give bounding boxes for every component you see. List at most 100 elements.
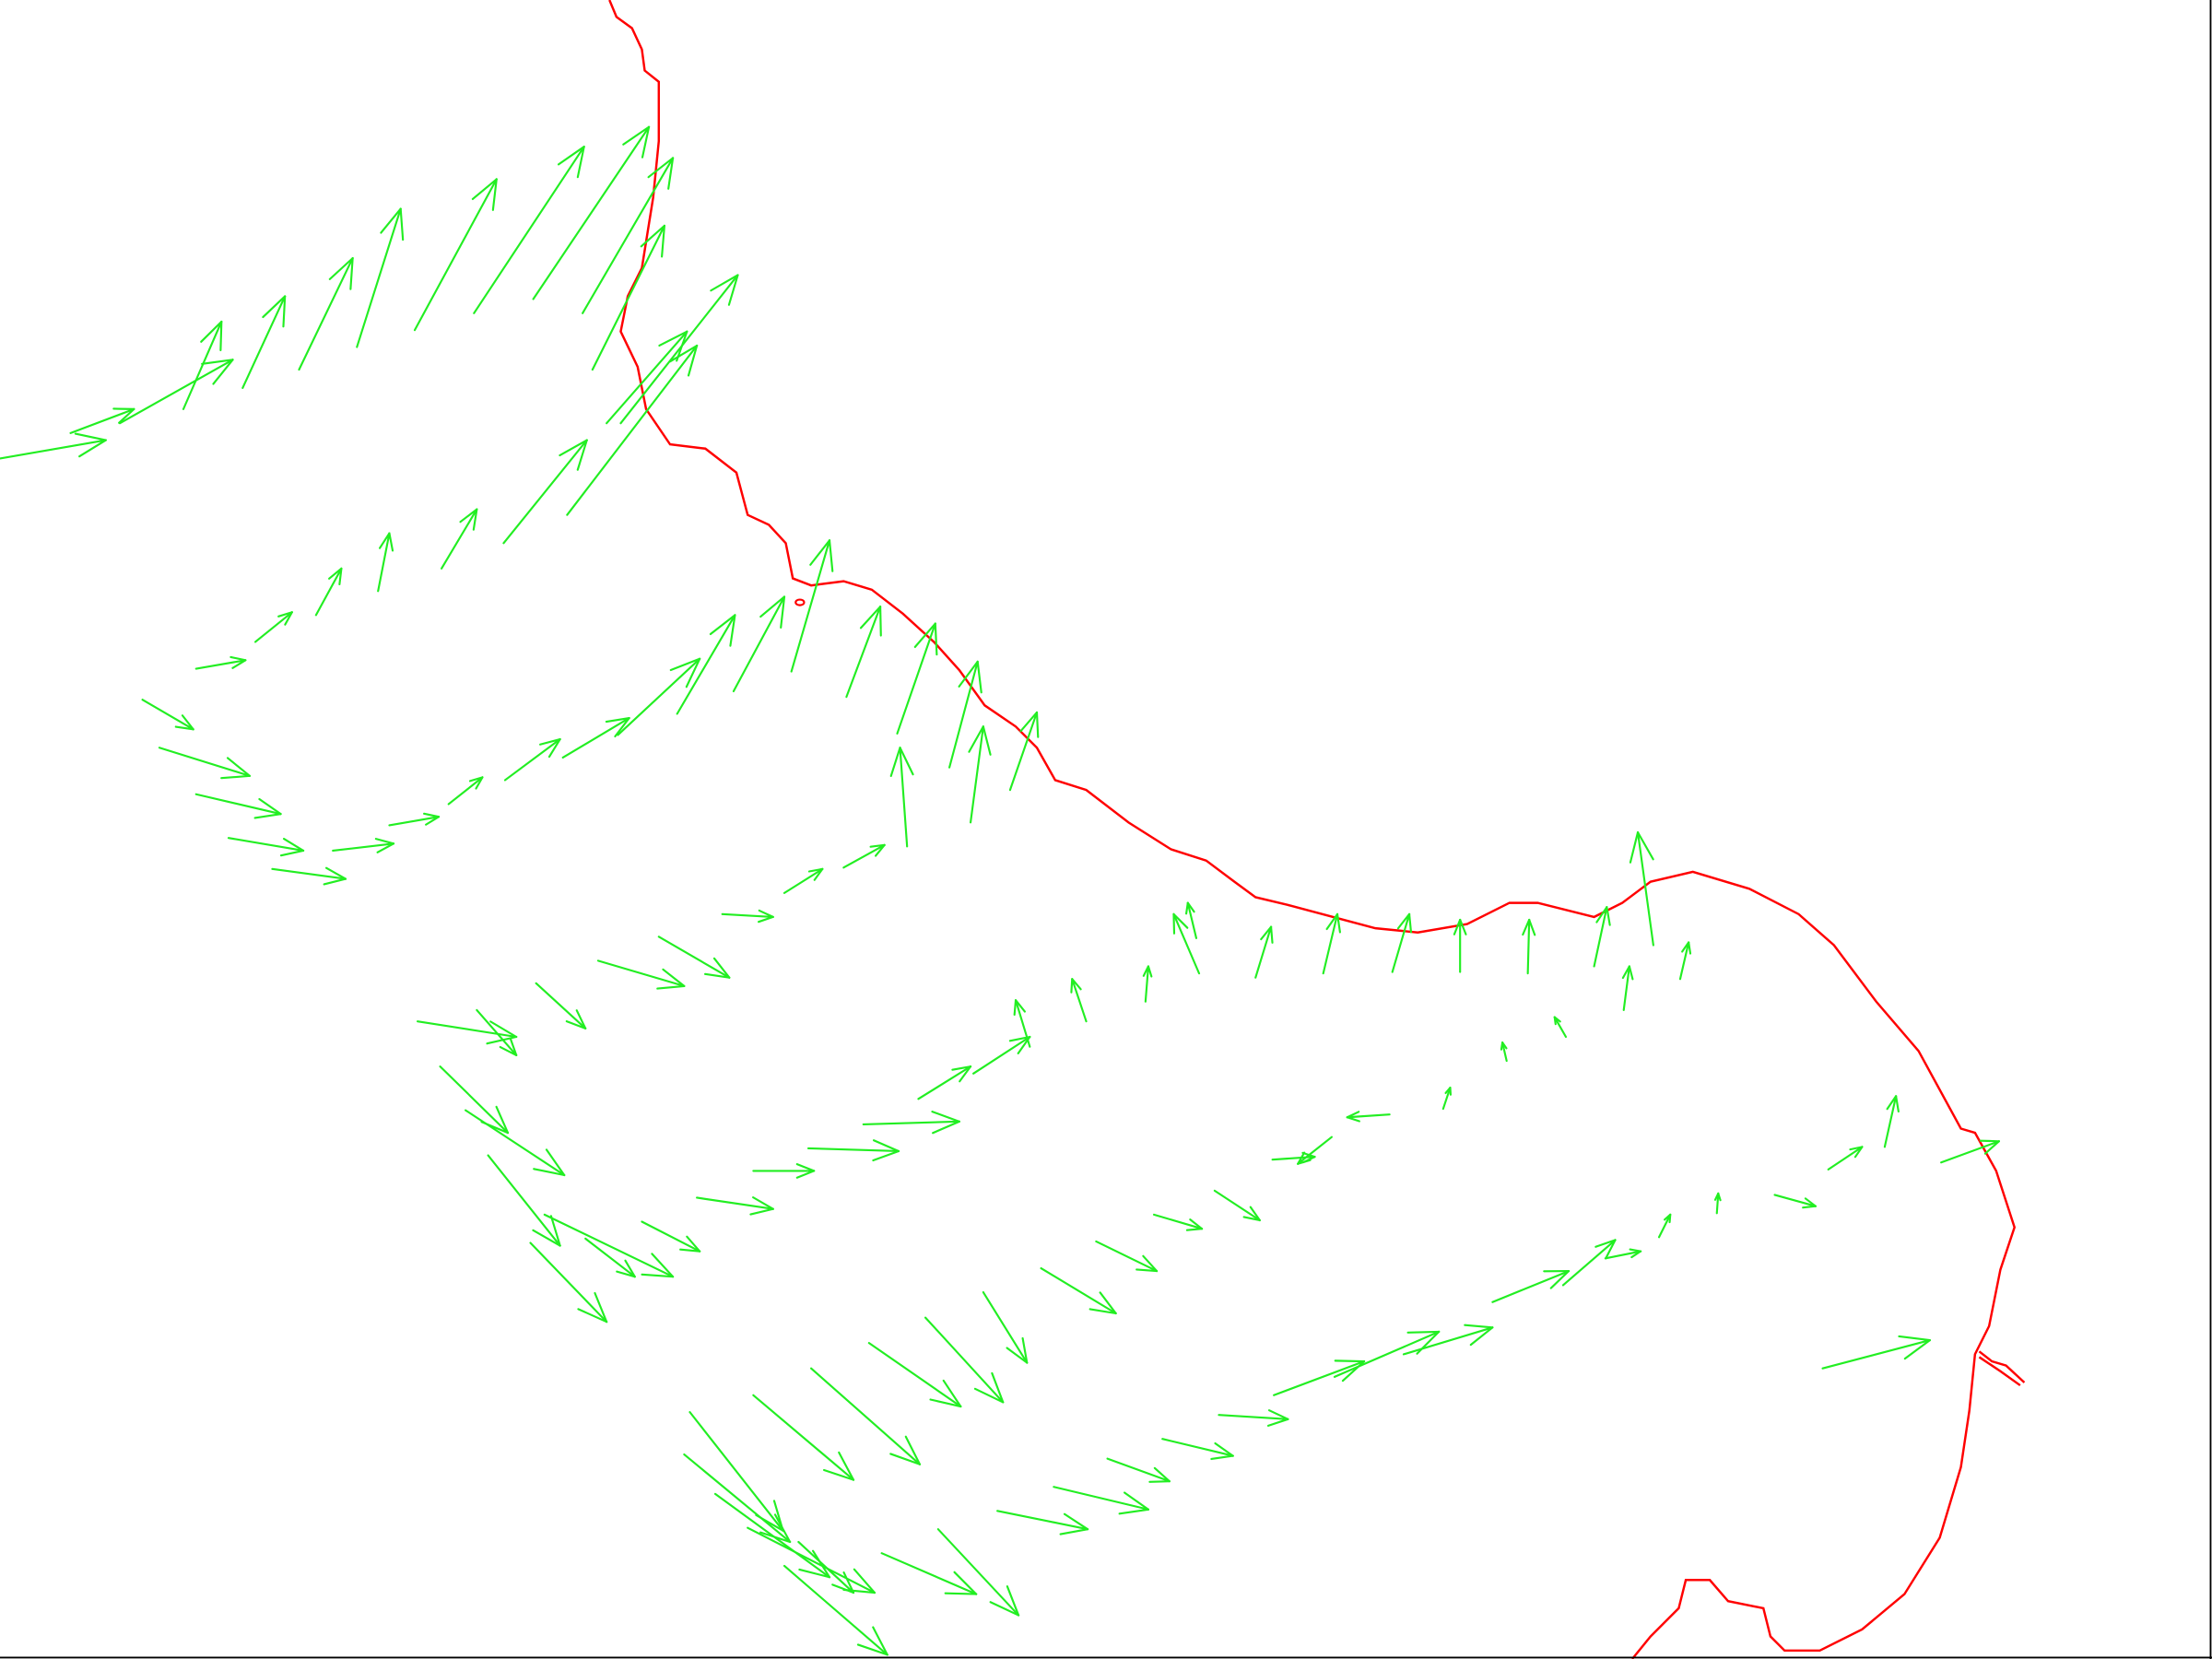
vector-arrow [1621, 965, 1634, 1011]
vector-arrow [532, 125, 651, 300]
vector-arrow [996, 1510, 1089, 1535]
vector-arrow [1500, 1041, 1508, 1063]
vector-arrow [227, 837, 305, 857]
vector-arrow [862, 1111, 960, 1135]
vector-arrow [1271, 1151, 1316, 1164]
vector-arrow [1254, 925, 1274, 979]
vector-arrow [194, 793, 282, 819]
vector-arrow [1827, 1146, 1864, 1171]
vector-arrow [441, 508, 478, 570]
vector-arrow [1322, 912, 1341, 975]
vector-arrow [1213, 1189, 1261, 1222]
vector-arrow [141, 699, 194, 731]
vector-arrow [596, 959, 686, 990]
vector-arrow [806, 1139, 900, 1162]
vector-arrow [158, 747, 251, 780]
vector-arrow [298, 257, 354, 371]
vector-arrow [1553, 1016, 1568, 1039]
vector-arrow [713, 1492, 831, 1579]
vector-arrow [842, 843, 886, 869]
vector-arrow [413, 178, 498, 332]
vector-arrow [503, 737, 561, 782]
vector-arrow [1185, 901, 1198, 939]
vector-arrow [1821, 1335, 1931, 1370]
vector-arrow [1040, 1266, 1117, 1315]
vector-arrow [1522, 918, 1536, 975]
vector-arrow [1883, 1095, 1900, 1148]
vector-arrow [194, 655, 247, 670]
vector-arrow [1940, 1139, 2000, 1164]
vector-arrow [416, 1020, 518, 1045]
vector-arrow [1053, 1486, 1149, 1515]
vector-arrow [271, 866, 347, 886]
vector-arrow [1273, 1359, 1366, 1396]
vector-arrow [1713, 1192, 1722, 1215]
vector-arrow [936, 1528, 1020, 1617]
vector-arrow [582, 157, 675, 314]
vector-arrow [1441, 1087, 1452, 1111]
coastline-inlet-2 [1978, 1356, 2021, 1387]
vector-arrow [1008, 711, 1040, 792]
coastline [608, 0, 2017, 1659]
vector-arrow [1391, 912, 1413, 973]
vector-arrow [747, 1526, 877, 1594]
vector-arrow [696, 1196, 774, 1216]
vector-arrow [1491, 1270, 1571, 1303]
vector-arrow [676, 614, 736, 715]
vector-arrow [1095, 1240, 1159, 1273]
vector-arrow [487, 1154, 561, 1247]
vector-arrow [867, 1342, 962, 1408]
vector-arrow [253, 611, 293, 643]
vector-arrow [1402, 1324, 1494, 1356]
vector-arrow [566, 344, 699, 516]
vector-arrow [1561, 1239, 1617, 1287]
vector-arrow [1678, 941, 1692, 981]
vector-arrow [982, 1290, 1029, 1364]
vector-arrow [529, 1241, 608, 1324]
vector-arrow [790, 539, 834, 673]
vector-arrow [476, 1008, 518, 1056]
vector-arrow [543, 1213, 675, 1278]
vector-arrow [377, 532, 394, 593]
vector-arrow [972, 1035, 1031, 1075]
vector-arrow [356, 207, 405, 348]
vector-arrow [1657, 1213, 1672, 1239]
vector-arrow [1629, 830, 1654, 947]
vector-arrow [948, 660, 982, 769]
vector-arrow [447, 776, 484, 806]
vector-arrow [917, 1065, 972, 1100]
vector-arrow [619, 274, 739, 425]
vector-arrow [924, 1316, 1005, 1404]
vector-arrow [721, 909, 774, 924]
vector-arrow [1773, 1194, 1817, 1209]
vector-arrow [535, 982, 587, 1030]
vector-arrow [241, 295, 287, 389]
vector-arrow [752, 1163, 816, 1179]
vector-arrow [0, 432, 107, 460]
vector-arrow [1346, 1111, 1391, 1123]
coastline-layer [608, 0, 2026, 1659]
vector-arrow [810, 1367, 922, 1465]
island [794, 598, 806, 606]
vector-arrow [1604, 1248, 1642, 1260]
vector-arrow [591, 224, 665, 371]
vector-arrow [584, 1237, 636, 1278]
vector-arrow [388, 812, 441, 827]
vector-arrow [1152, 1213, 1204, 1231]
vector-arrow [657, 935, 731, 979]
vector-arrow [1453, 918, 1467, 973]
vector-arrow [473, 146, 585, 314]
vector-arrow [332, 838, 395, 853]
vector-arrow [889, 747, 914, 848]
vector-arrow [502, 439, 588, 545]
vector-arrow [1106, 1457, 1171, 1483]
vector-arrow [69, 407, 135, 434]
vector-arrow [182, 320, 223, 410]
vector-arrow [683, 1453, 792, 1544]
vector-arrow [752, 1394, 855, 1481]
vector-arrow [880, 1552, 978, 1595]
vector-arrow [1013, 999, 1031, 1048]
vector-arrow [1070, 978, 1088, 1023]
vector-arrow [1142, 965, 1153, 1003]
